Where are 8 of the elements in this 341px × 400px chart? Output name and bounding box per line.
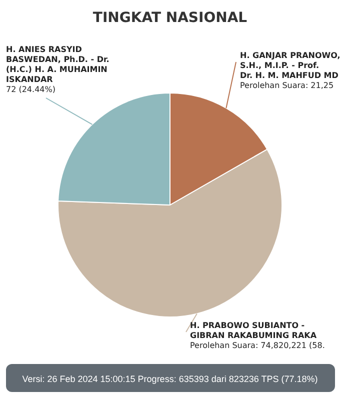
chart-title: TINGKAT NASIONAL — [92, 10, 248, 26]
slice-label: H. GANJAR PRANOWO, S.H., M.I.P. - Prof. Dr. H. M. MAHFUD MD — [240, 51, 340, 80]
slice-label: H. ANIES RASYID BASWEDAN, Ph.D. - Dr. (H.C.) H. A. MUHAIMIN ISKANDAR — [6, 45, 110, 84]
text: 72 (24.44%) — [6, 85, 56, 94]
slice-label: H. PRABOWO SUBIANTO - GIBRAN RAKABUMING RAKA — [190, 321, 318, 340]
text: Perolehan Suara: 21,25 — [240, 81, 334, 90]
text: Perolehan Suara: 74,820,221 (58. — [190, 341, 325, 350]
text: Versi: 26 Feb 2024 15:00:15 Progress: 635393 dari 823236 TPS (77.18%) — [22, 374, 318, 384]
